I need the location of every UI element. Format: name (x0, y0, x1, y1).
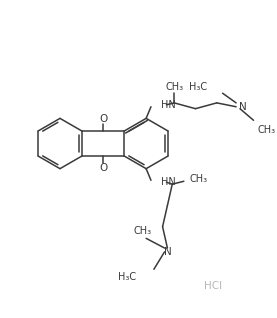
Text: CH₃: CH₃ (165, 82, 183, 93)
Text: H₃C: H₃C (118, 272, 137, 282)
Text: CH₃: CH₃ (190, 174, 208, 184)
Text: N: N (163, 247, 171, 257)
Text: H₃C: H₃C (189, 82, 207, 93)
Text: N: N (239, 102, 247, 112)
Text: HN: HN (161, 100, 175, 110)
Text: CH₃: CH₃ (257, 125, 276, 135)
Text: O: O (99, 163, 107, 173)
Text: CH₃: CH₃ (133, 225, 151, 236)
Text: HN: HN (161, 177, 175, 187)
Text: HCl: HCl (204, 281, 222, 291)
Text: O: O (99, 114, 107, 124)
